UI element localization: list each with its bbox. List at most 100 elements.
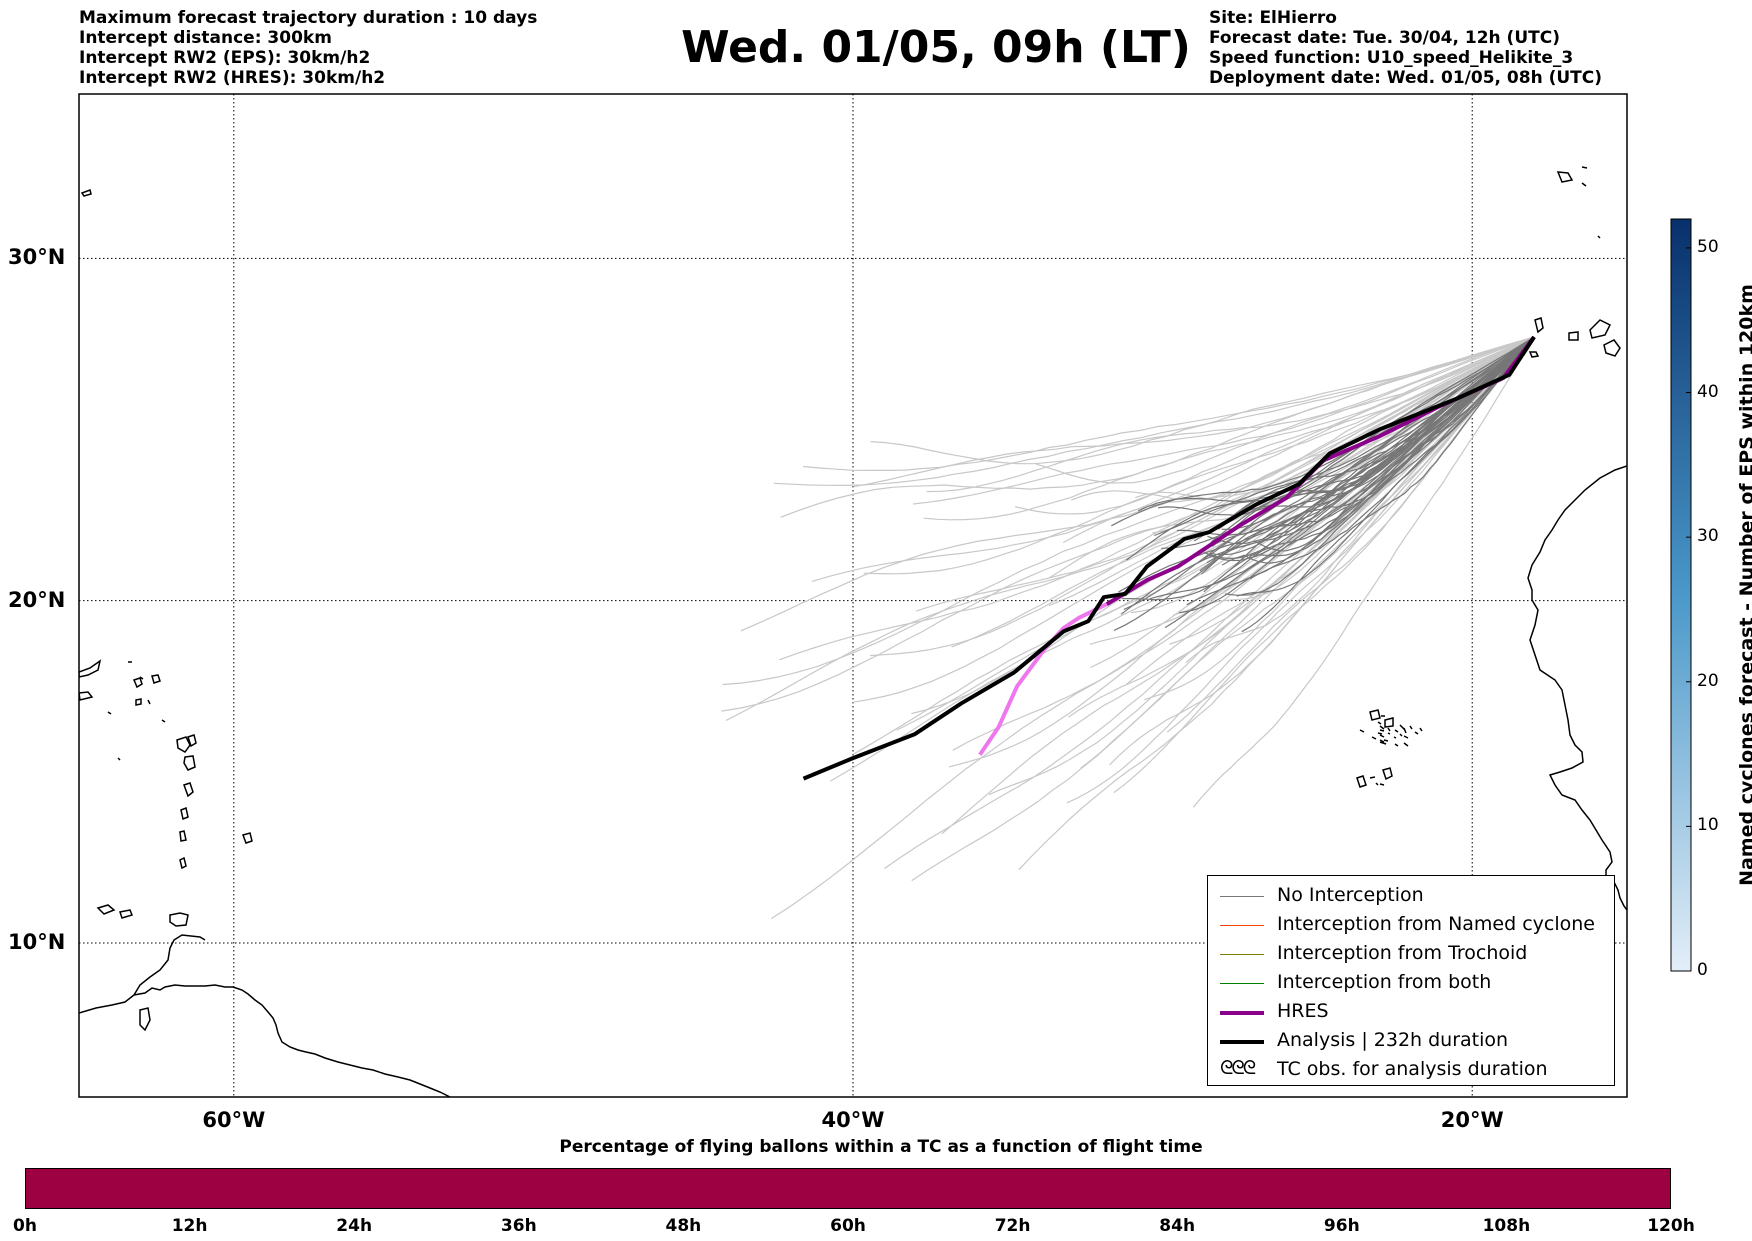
- colorbar-tick-label: 30: [1697, 526, 1719, 547]
- south-america-coast: [79, 984, 451, 1097]
- legend-label: Analysis | 232h duration: [1277, 1029, 1509, 1051]
- madeira-islands: [1556, 166, 1601, 239]
- flight-bar-title: Percentage of flying ballons within a TC…: [559, 1137, 1203, 1157]
- flight-time-tick-label: 36h: [500, 1216, 537, 1236]
- header-right-info: Site: ElHierro Forecast date: Tue. 30/04…: [1209, 8, 1602, 88]
- flight-time-tick-label: 108h: [1482, 1216, 1531, 1236]
- legend-item: Interception from Named cyclone: [1214, 911, 1612, 940]
- margarita-island: [139, 1007, 151, 1032]
- caribbean-coast-fragment: [133, 934, 206, 996]
- flight-time-tick-label: 0h: [13, 1216, 37, 1236]
- coastlines: [79, 166, 1627, 1097]
- deployment-date-text: Deployment date: Wed. 01/05, 08h (UTC): [1209, 68, 1603, 88]
- eps-trajectory-light: [988, 336, 1535, 795]
- eps-trajectory-no-interception: [1236, 336, 1535, 597]
- west-antilles: [79, 659, 102, 701]
- colorbar-tick-label: 50: [1697, 236, 1719, 257]
- eps-trajectory-light: [830, 336, 1535, 782]
- eps-trajectory-no-interception: [1254, 336, 1535, 552]
- eps-trajectory-light: [1080, 336, 1535, 769]
- eps-trajectory-light: [773, 336, 1535, 487]
- eps-trajectory-light: [722, 336, 1535, 686]
- cape-verde-south: [1356, 729, 1393, 788]
- small-islands-west: [107, 661, 166, 761]
- cyclone-symbol-icon: ᘓᘓᘓ: [1220, 1057, 1256, 1079]
- bermuda-island: [80, 189, 92, 197]
- legend-item: No Interception: [1214, 882, 1612, 911]
- canary-islands: [1528, 317, 1621, 358]
- lesser-antilles-2: [183, 755, 196, 771]
- legend-item: Interception from Trochoid: [1214, 940, 1612, 969]
- legend-item: ᘓᘓᘓ TC obs. for analysis duration: [1214, 1056, 1612, 1085]
- cape-verde-islands: [1369, 709, 1423, 747]
- flight-time-tick-label: 84h: [1159, 1216, 1196, 1236]
- eps-trajectory-light: [869, 336, 1535, 657]
- eps-trajectory-no-interception: [1125, 336, 1535, 561]
- forecast-date-text: Forecast date: Tue. 30/04, 12h (UTC): [1209, 28, 1560, 48]
- site-text: Site: ElHierro: [1209, 8, 1337, 28]
- header-left-info: Maximum forecast trajectory duration : 1…: [79, 8, 537, 88]
- map-gridlines: [79, 94, 1627, 1097]
- legend-item: Interception from both: [1214, 969, 1612, 998]
- intercept-eps-text: Intercept RW2 (EPS): 30km/h2: [79, 48, 371, 68]
- colorbar-tick-label: 20: [1697, 670, 1719, 691]
- lat-label: 20°N: [8, 587, 66, 612]
- flight-time-tick-label: 12h: [171, 1216, 208, 1236]
- eps-trajectory-light: [912, 336, 1535, 505]
- eps-trajectories: [721, 336, 1535, 920]
- guadeloupe-island: [176, 736, 191, 753]
- colorbar: [1670, 218, 1692, 972]
- lesser-antilles-5: [179, 830, 187, 842]
- legend-label: HRES: [1277, 1000, 1329, 1022]
- analysis-track: [802, 335, 1536, 781]
- forecast-tracks: [802, 335, 1536, 781]
- eps-trajectory-light: [1090, 336, 1535, 669]
- intercept-hres-text: Intercept RW2 (HRES): 30km/h2: [79, 68, 386, 88]
- legend-label: Interception from Trochoid: [1277, 942, 1528, 964]
- lat-label: 10°N: [8, 929, 66, 954]
- legend-swatch: [1220, 896, 1264, 898]
- flight-time-tick-label: 60h: [830, 1216, 866, 1236]
- eps-trajectory-light: [740, 336, 1535, 632]
- legend-item: HRES: [1214, 998, 1612, 1027]
- lon-label: 20°W: [1440, 1108, 1504, 1132]
- intercept-distance-text: Intercept distance: 300km: [79, 28, 332, 48]
- lesser-antilles-6: [179, 856, 187, 870]
- colorbar-tick-label: 10: [1697, 815, 1719, 836]
- eps-trajectory-no-interception: [1137, 336, 1535, 512]
- eps-trajectory-no-interception: [1164, 336, 1535, 629]
- legend-swatch: [1220, 1040, 1264, 1044]
- flight-time-tick-label: 48h: [665, 1216, 702, 1236]
- legend-swatch: [1220, 954, 1264, 956]
- lat-label: 30°N: [8, 245, 66, 270]
- page-title: Wed. 01/05, 09h (LT): [681, 22, 1191, 73]
- legend-swatch: [1220, 983, 1264, 985]
- lesser-antilles-1: [187, 734, 197, 748]
- eps-trajectory-light: [1066, 336, 1535, 804]
- eps-trajectory-light: [770, 336, 1535, 920]
- colorbar-ticks: [1686, 247, 1691, 972]
- lesser-antilles-3: [183, 782, 194, 798]
- eps-trajectory-light: [915, 336, 1535, 612]
- antigua-area: [132, 674, 161, 706]
- flight-time-tick-label: 24h: [336, 1216, 373, 1236]
- legend-label: No Interception: [1277, 884, 1424, 906]
- lesser-antilles-4: [180, 806, 189, 821]
- eps-trajectory-light: [941, 336, 1535, 835]
- eps-trajectory-light: [863, 336, 1535, 575]
- eps-trajectory-no-interception: [1225, 336, 1535, 596]
- eps-trajectory-light: [853, 336, 1535, 488]
- eps-trajectory-light: [1014, 336, 1535, 515]
- map-frame: [78, 93, 1628, 1098]
- lon-label: 60°W: [202, 1108, 266, 1132]
- eps-trajectory-no-interception: [1221, 336, 1535, 566]
- legend-swatch: [1220, 1011, 1264, 1015]
- africa-coast: [1527, 465, 1627, 911]
- legend-label: Interception from both: [1277, 971, 1492, 993]
- eps-trajectory-light: [926, 336, 1535, 493]
- legend-label: TC obs. for analysis duration: [1277, 1058, 1548, 1080]
- legend-swatch: [1220, 925, 1264, 927]
- barbados-island: [242, 832, 253, 844]
- eps-trajectory-no-interception: [1122, 336, 1535, 601]
